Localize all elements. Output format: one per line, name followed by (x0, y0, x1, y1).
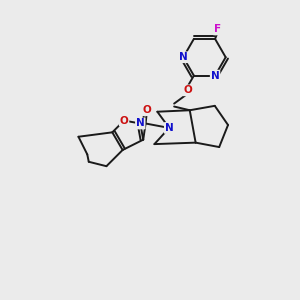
Text: O: O (183, 85, 192, 95)
Text: N: N (165, 123, 173, 133)
Text: N: N (211, 70, 219, 81)
Text: N: N (179, 52, 188, 62)
Text: N: N (136, 118, 145, 128)
Text: O: O (143, 105, 152, 115)
Text: F: F (214, 25, 221, 34)
Text: O: O (120, 116, 128, 126)
